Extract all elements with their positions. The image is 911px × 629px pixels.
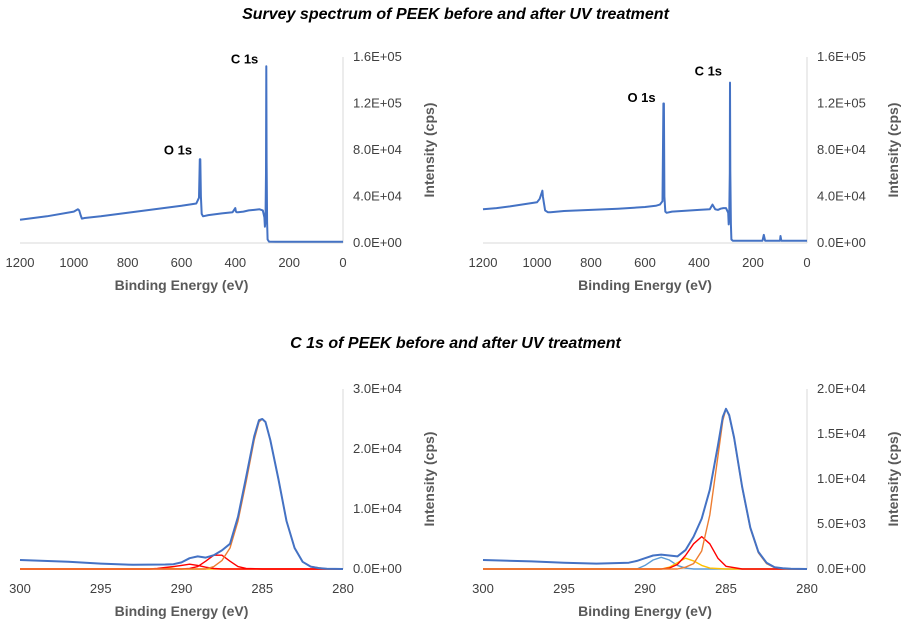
x-tick-label: 800 [580, 255, 602, 270]
x-tick-label: 295 [90, 581, 112, 596]
peak-label: C 1s [231, 52, 258, 67]
y-tick-label: 1.2E+05 [353, 96, 402, 111]
x-tick-label: 280 [796, 581, 818, 596]
x-axis-title: Binding Energy (eV) [115, 603, 249, 619]
x-tick-label: 400 [688, 255, 710, 270]
x-tick-label: 600 [171, 255, 193, 270]
x-tick-label: 280 [332, 581, 354, 596]
x-tick-label: 300 [472, 581, 494, 596]
y-tick-label: 8.0E+04 [817, 142, 866, 157]
y-tick-label: 2.0E+04 [817, 381, 866, 396]
x-tick-label: 295 [553, 581, 575, 596]
y-tick-label: 1.0E+04 [817, 471, 866, 486]
y-tick-label: 5.0E+03 [817, 516, 866, 531]
x-tick-label: 1000 [59, 255, 88, 270]
x-tick-label: 200 [742, 255, 764, 270]
y-tick-label: 1.6E+05 [353, 49, 402, 64]
y-tick-label: 0.0E+00 [353, 561, 402, 576]
peak-label: O 1s [627, 90, 655, 105]
y-tick-label: 3.0E+04 [353, 381, 402, 396]
x-axis-title: Binding Energy (eV) [578, 603, 712, 619]
x-tick-label: 1200 [6, 255, 35, 270]
x-tick-label: 600 [634, 255, 656, 270]
x-axis-title: Binding Energy (eV) [115, 277, 249, 293]
x-tick-label: 200 [278, 255, 300, 270]
y-axis-title: Intensity (cps) [885, 103, 901, 198]
y-tick-label: 0.0E+00 [817, 235, 866, 250]
spectrum-line [482, 81, 807, 242]
x-tick-label: 285 [251, 581, 273, 596]
y-tick-label: 2.0E+04 [353, 441, 402, 456]
y-tick-label: 1.5E+04 [817, 426, 866, 441]
y-tick-label: 0.0E+00 [817, 561, 866, 576]
y-tick-label: 1.2E+05 [817, 96, 866, 111]
y-tick-label: 1.6E+05 [817, 49, 866, 64]
x-tick-label: 1200 [469, 255, 498, 270]
y-axis-title: Intensity (cps) [885, 432, 901, 527]
fit-component-line [483, 408, 807, 570]
x-tick-label: 300 [9, 581, 31, 596]
peak-label: C 1s [695, 63, 722, 78]
x-tick-label: 285 [715, 581, 737, 596]
x-tick-label: 290 [171, 581, 193, 596]
x-tick-label: 0 [339, 255, 346, 270]
x-tick-label: 1000 [523, 255, 552, 270]
survey-heading: Survey spectrum of PEEK before and after… [242, 6, 669, 23]
y-axis-title: Intensity (cps) [421, 432, 437, 527]
x-axis-title: Binding Energy (eV) [578, 277, 712, 293]
x-tick-label: 400 [224, 255, 246, 270]
spectrum-line [482, 407, 808, 570]
x-tick-label: 800 [117, 255, 139, 270]
y-tick-label: 8.0E+04 [353, 142, 402, 157]
y-tick-label: 0.0E+00 [353, 235, 402, 250]
fit-component-line [483, 557, 807, 570]
y-tick-label: 4.0E+04 [817, 189, 866, 204]
y-tick-label: 1.0E+04 [353, 501, 402, 516]
spectrum-line [19, 65, 343, 243]
y-tick-label: 4.0E+04 [353, 189, 402, 204]
x-tick-label: 290 [634, 581, 656, 596]
spectrum-line [19, 418, 344, 570]
y-axis-title: Intensity (cps) [421, 103, 437, 198]
c1s-heading: C 1s of PEEK before and after UV treatme… [290, 335, 621, 352]
peak-label: O 1s [164, 142, 192, 157]
x-tick-label: 0 [803, 255, 810, 270]
